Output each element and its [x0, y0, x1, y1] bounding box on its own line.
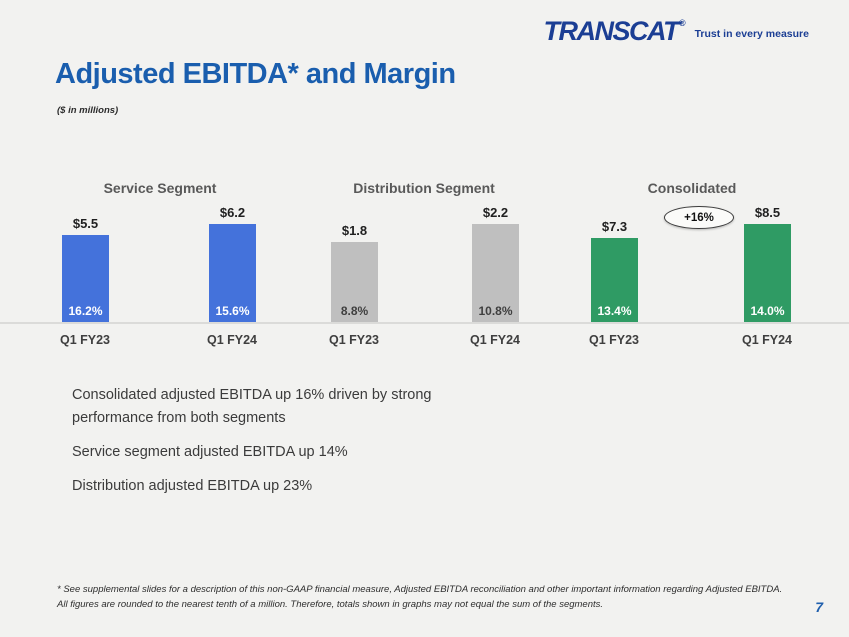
bar-service-q1fy24: $6.2 15.6% — [209, 205, 256, 324]
bar-margin-label: 8.8% — [340, 304, 369, 318]
bar-margin-label: 16.2% — [68, 304, 103, 318]
bar-distribution-q1fy24: $2.2 10.8% — [472, 205, 519, 324]
bar-value-label: $2.2 — [482, 205, 509, 220]
page-number: 7 — [815, 599, 823, 615]
bar-value-label: $8.5 — [754, 205, 781, 220]
bar: 16.2% — [62, 235, 109, 324]
bar: 15.6% — [209, 224, 256, 324]
bar-margin-label: 10.8% — [478, 304, 513, 318]
bar-value-label: $5.5 — [72, 216, 99, 231]
bullet-service: Service segment adjusted EBITDA up 14% — [72, 444, 348, 460]
footnote: * See supplemental slides for a descript… — [57, 582, 832, 612]
x-label-distribution-q1fy24: Q1 FY24 — [469, 333, 521, 347]
bar: 13.4% — [591, 238, 638, 324]
transcat-logo: TRANSCAT ® Trust in every measure — [543, 18, 809, 45]
x-label-service-q1fy23: Q1 FY23 — [59, 333, 111, 347]
x-label-service-q1fy24: Q1 FY24 — [206, 333, 258, 347]
chart-baseline — [0, 322, 849, 324]
x-label-distribution-q1fy23: Q1 FY23 — [328, 333, 380, 347]
bar: 8.8% — [331, 242, 378, 324]
bar-value-label: $1.8 — [341, 223, 368, 238]
bar-value-label: $6.2 — [219, 205, 246, 220]
page-title: Adjusted EBITDA* and Margin — [55, 58, 456, 90]
x-label-consolidated-q1fy23: Q1 FY23 — [588, 333, 640, 347]
bar-consolidated-q1fy24: $8.5 14.0% — [744, 205, 791, 324]
group-title-service: Service Segment — [103, 180, 217, 196]
transcat-wordmark: TRANSCAT — [543, 16, 679, 46]
bar-distribution-q1fy23: $1.8 8.8% — [331, 223, 378, 324]
registered-trademark-icon: ® — [678, 18, 686, 28]
bar-consolidated-q1fy23: $7.3 13.4% — [591, 219, 638, 324]
group-title-consolidated: Consolidated — [647, 180, 737, 196]
bar-margin-label: 15.6% — [215, 304, 250, 318]
footnote-line-2: All figures are rounded to the nearest t… — [57, 599, 604, 610]
logo-tagline: Trust in every measure — [694, 28, 809, 40]
x-label-consolidated-q1fy24: Q1 FY24 — [741, 333, 793, 347]
bar: 14.0% — [744, 224, 791, 324]
bar-margin-label: 13.4% — [597, 304, 632, 318]
growth-badge: +16% — [664, 206, 734, 229]
group-title-distribution: Distribution Segment — [353, 180, 495, 196]
bar-margin-label: 14.0% — [750, 304, 785, 318]
bullet-distribution: Distribution adjusted EBITDA up 23% — [72, 478, 313, 494]
footnote-line-1: * See supplemental slides for a descript… — [57, 584, 783, 595]
bar: 10.8% — [472, 224, 519, 324]
bullet-consolidated: Consolidated adjusted EBITDA up 16% driv… — [72, 387, 432, 426]
units-subtitle: ($ in millions) — [57, 105, 119, 116]
bar-value-label: $7.3 — [601, 219, 628, 234]
bar-service-q1fy23: $5.5 16.2% — [62, 216, 109, 324]
commentary: Consolidated adjusted EBITDA up 16% driv… — [72, 384, 472, 509]
